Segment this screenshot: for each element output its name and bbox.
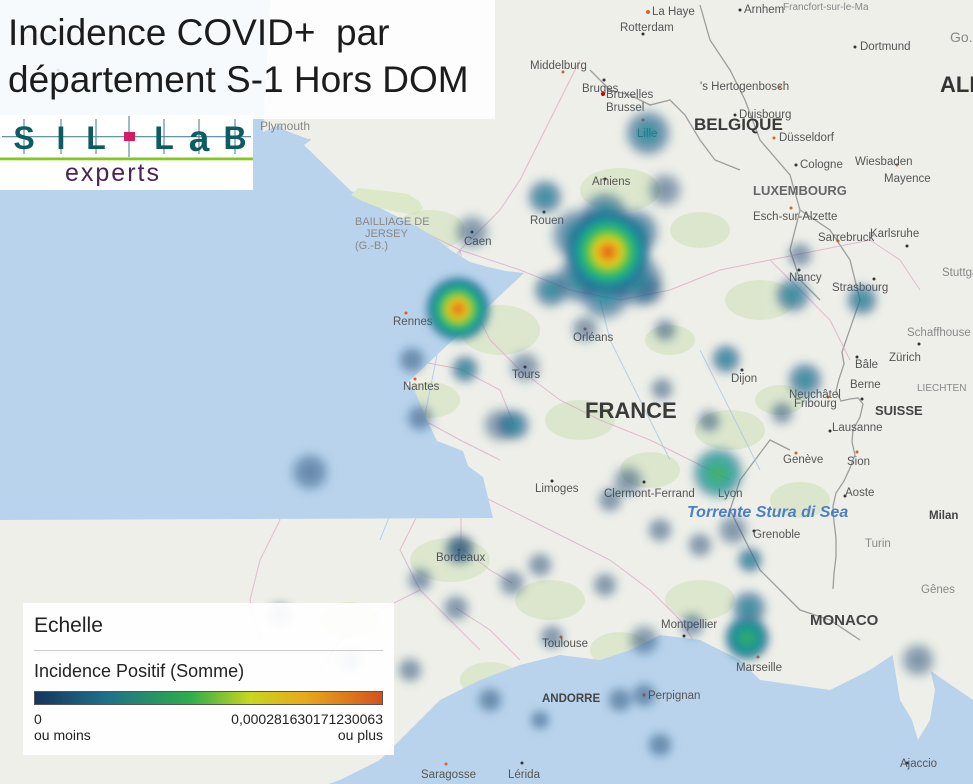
svg-text:SUISSE: SUISSE (875, 403, 923, 418)
svg-text:(G.-B.): (G.-B.) (355, 240, 388, 252)
svg-text:'s Hertogenbosch: 's Hertogenbosch (700, 81, 789, 93)
svg-text:Genève: Genève (783, 454, 823, 466)
svg-text:Aoste: Aoste (845, 487, 874, 499)
svg-text:Dortmund: Dortmund (860, 41, 911, 53)
svg-text:ANDORRE: ANDORRE (542, 693, 600, 705)
svg-text:BAILLIAGE DE: BAILLIAGE DE (355, 216, 430, 228)
svg-text:Francfort-sur-le-Ma: Francfort-sur-le-Ma (783, 2, 869, 13)
svg-text:Cologne: Cologne (800, 159, 843, 171)
svg-text:Zürich: Zürich (889, 352, 921, 364)
svg-text:Ajaccio: Ajaccio (900, 758, 937, 770)
svg-text:LUXEMBOURG: LUXEMBOURG (753, 183, 847, 198)
svg-text:LIECHTEN: LIECHTEN (917, 383, 966, 394)
svg-text:ALL: ALL (940, 72, 973, 97)
svg-text:Grenoble: Grenoble (753, 529, 800, 541)
svg-text:Bâle: Bâle (855, 359, 878, 371)
svg-text:L: L (154, 120, 174, 156)
svg-text:Mayence: Mayence (884, 173, 931, 185)
svg-text:Limoges: Limoges (535, 483, 579, 495)
svg-text:Torrente Stura di Sea: Torrente Stura di Sea (687, 504, 848, 521)
svg-text:Berne: Berne (850, 379, 881, 391)
svg-text:Karlsruhe: Karlsruhe (870, 228, 919, 240)
svg-text:JERSEY: JERSEY (365, 228, 408, 240)
svg-text:experts: experts (65, 159, 161, 187)
svg-text:Marseille: Marseille (736, 662, 782, 674)
svg-text:Wiesbaden: Wiesbaden (855, 156, 913, 168)
svg-text:S: S (13, 120, 34, 156)
svg-text:B: B (223, 120, 246, 156)
svg-text:Gênes: Gênes (921, 584, 955, 596)
svg-text:Go...: Go... (950, 29, 973, 45)
svg-text:Sion: Sion (847, 456, 870, 468)
svg-text:MONACO: MONACO (810, 612, 879, 629)
svg-text:a: a (189, 118, 210, 159)
svg-text:Nantes: Nantes (403, 381, 440, 393)
svg-text:I: I (57, 120, 66, 156)
svg-text:Plymouth: Plymouth (260, 119, 310, 133)
svg-text:Amiens: Amiens (592, 176, 631, 188)
svg-text:Arnhem: Arnhem (744, 4, 784, 16)
svg-text:Turin: Turin (865, 538, 891, 550)
svg-text:Middelburg: Middelburg (530, 60, 587, 72)
svg-text:Esch-sur-Alzette: Esch-sur-Alzette (753, 211, 837, 223)
svg-text:Stuttgart: Stuttgart (942, 267, 973, 279)
svg-text:Sarrebruck: Sarrebruck (818, 232, 874, 244)
svg-text:Fribourg: Fribourg (794, 398, 837, 410)
svg-text:Düsseldorf: Düsseldorf (779, 132, 835, 144)
svg-text:Duisbourg: Duisbourg (739, 109, 791, 121)
svg-text:Lausanne: Lausanne (832, 422, 883, 434)
svg-text:Saragosse: Saragosse (421, 769, 476, 781)
svg-text:Bruxelles: Bruxelles (606, 89, 654, 101)
svg-text:Lérida: Lérida (508, 769, 541, 781)
svg-text:Milan: Milan (929, 510, 958, 522)
svg-text:La Haye: La Haye (652, 6, 695, 18)
svg-text:Schaffhouse: Schaffhouse (907, 327, 971, 339)
svg-text:Rotterdam: Rotterdam (620, 22, 674, 34)
svg-text:Dijon: Dijon (731, 373, 757, 385)
svg-text:L: L (86, 120, 106, 156)
